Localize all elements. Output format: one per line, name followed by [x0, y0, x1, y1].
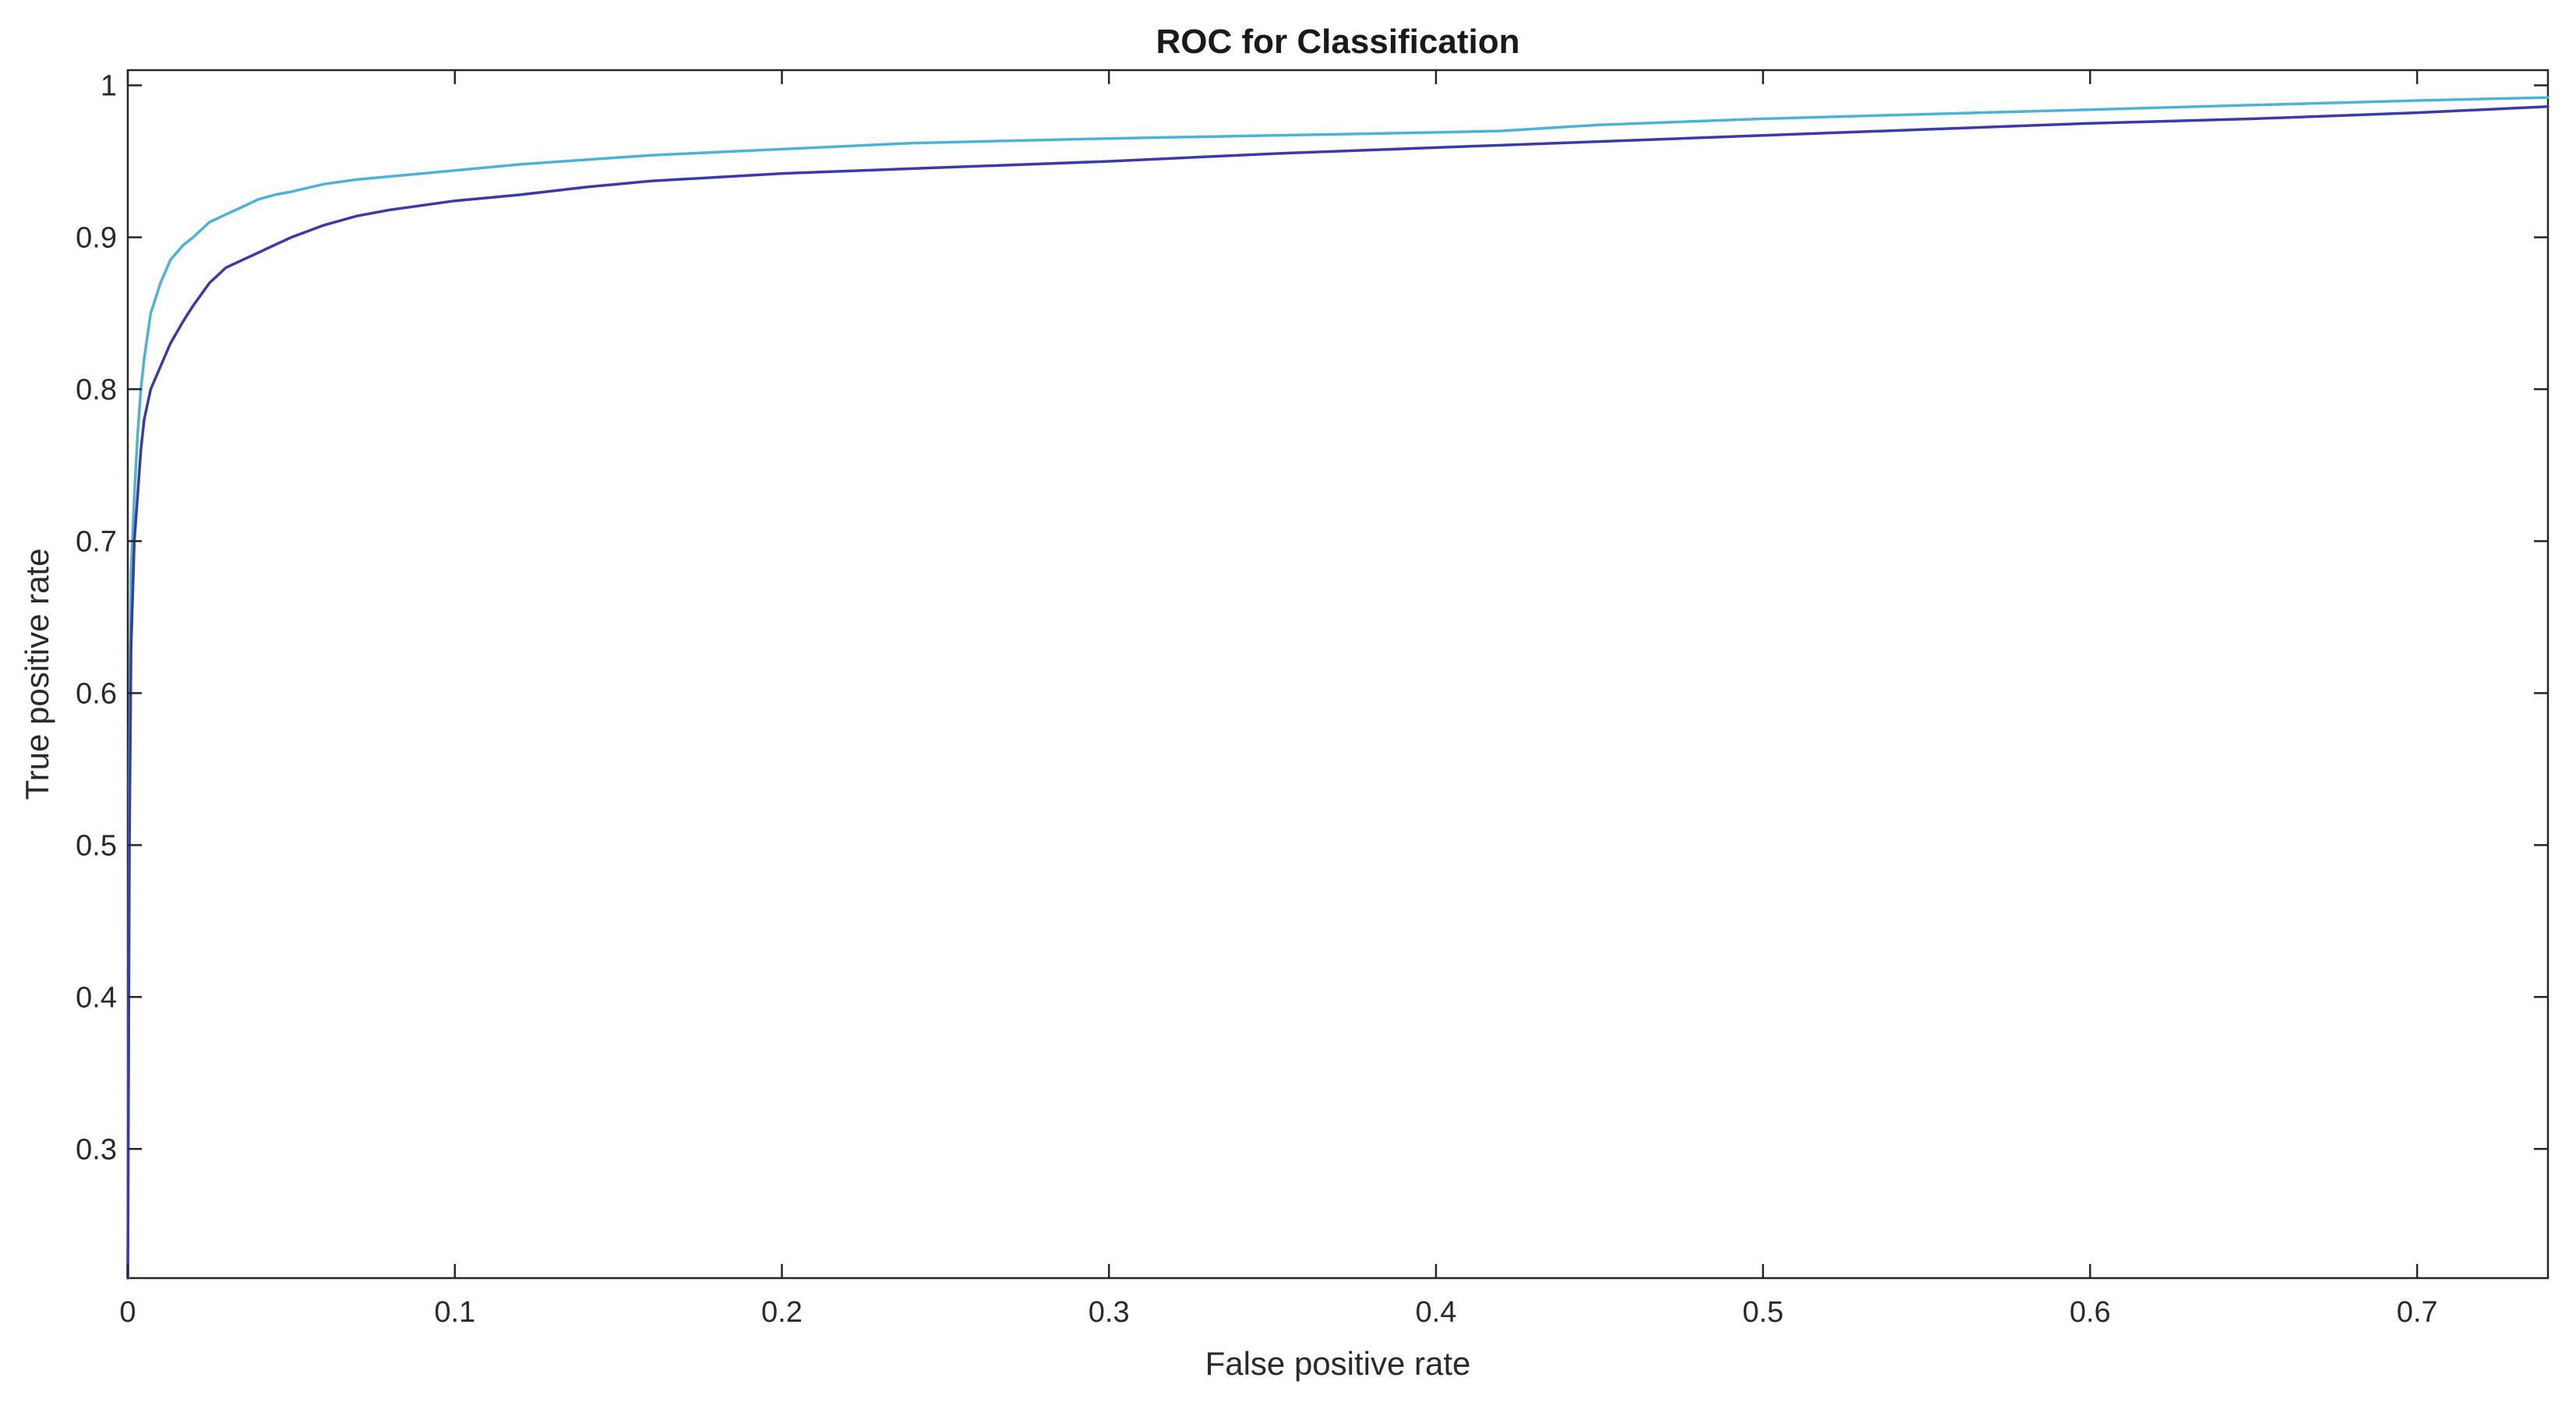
series-layer	[126, 96, 2550, 1280]
x-tick-label: 0.7	[2397, 1296, 2438, 1329]
x-tick-label: 0	[119, 1296, 136, 1329]
y-tick-label: 0.7	[76, 525, 117, 558]
x-tick-label: 0.5	[1742, 1296, 1784, 1329]
y-tick-label: 0.4	[76, 981, 117, 1014]
ticks-layer: 0 0.1 0.2 0.3 0.4 0.5 0.6 0.7 0.3 0.4 0.5 0.6 0.7 0.8…	[76, 69, 2548, 1329]
y-tick-label: 0.6	[76, 677, 117, 710]
y-tick-label: 0.9	[76, 221, 117, 254]
x-tick-label: 0.2	[761, 1296, 803, 1329]
x-tick-label: 0.4	[1416, 1296, 1457, 1329]
y-tick-label: 0.8	[76, 373, 117, 406]
chart-title: ROC for Classification	[1156, 23, 1520, 61]
y-tick-label: 0.5	[76, 829, 117, 862]
x-tick-label: 0.6	[2070, 1296, 2111, 1329]
y-tick-label: 0.3	[76, 1133, 117, 1166]
roc-series-line-2	[126, 105, 2550, 1280]
y-axis-label: True positive rate	[19, 549, 55, 800]
x-tick-label: 0.1	[434, 1296, 475, 1329]
x-tick-label: 0.3	[1089, 1296, 1130, 1329]
x-axis-label: False positive rate	[1205, 1345, 1471, 1382]
plot-area	[126, 69, 2550, 1280]
y-tick-label: 1	[101, 69, 117, 102]
roc-series-line-1	[126, 96, 2550, 1280]
